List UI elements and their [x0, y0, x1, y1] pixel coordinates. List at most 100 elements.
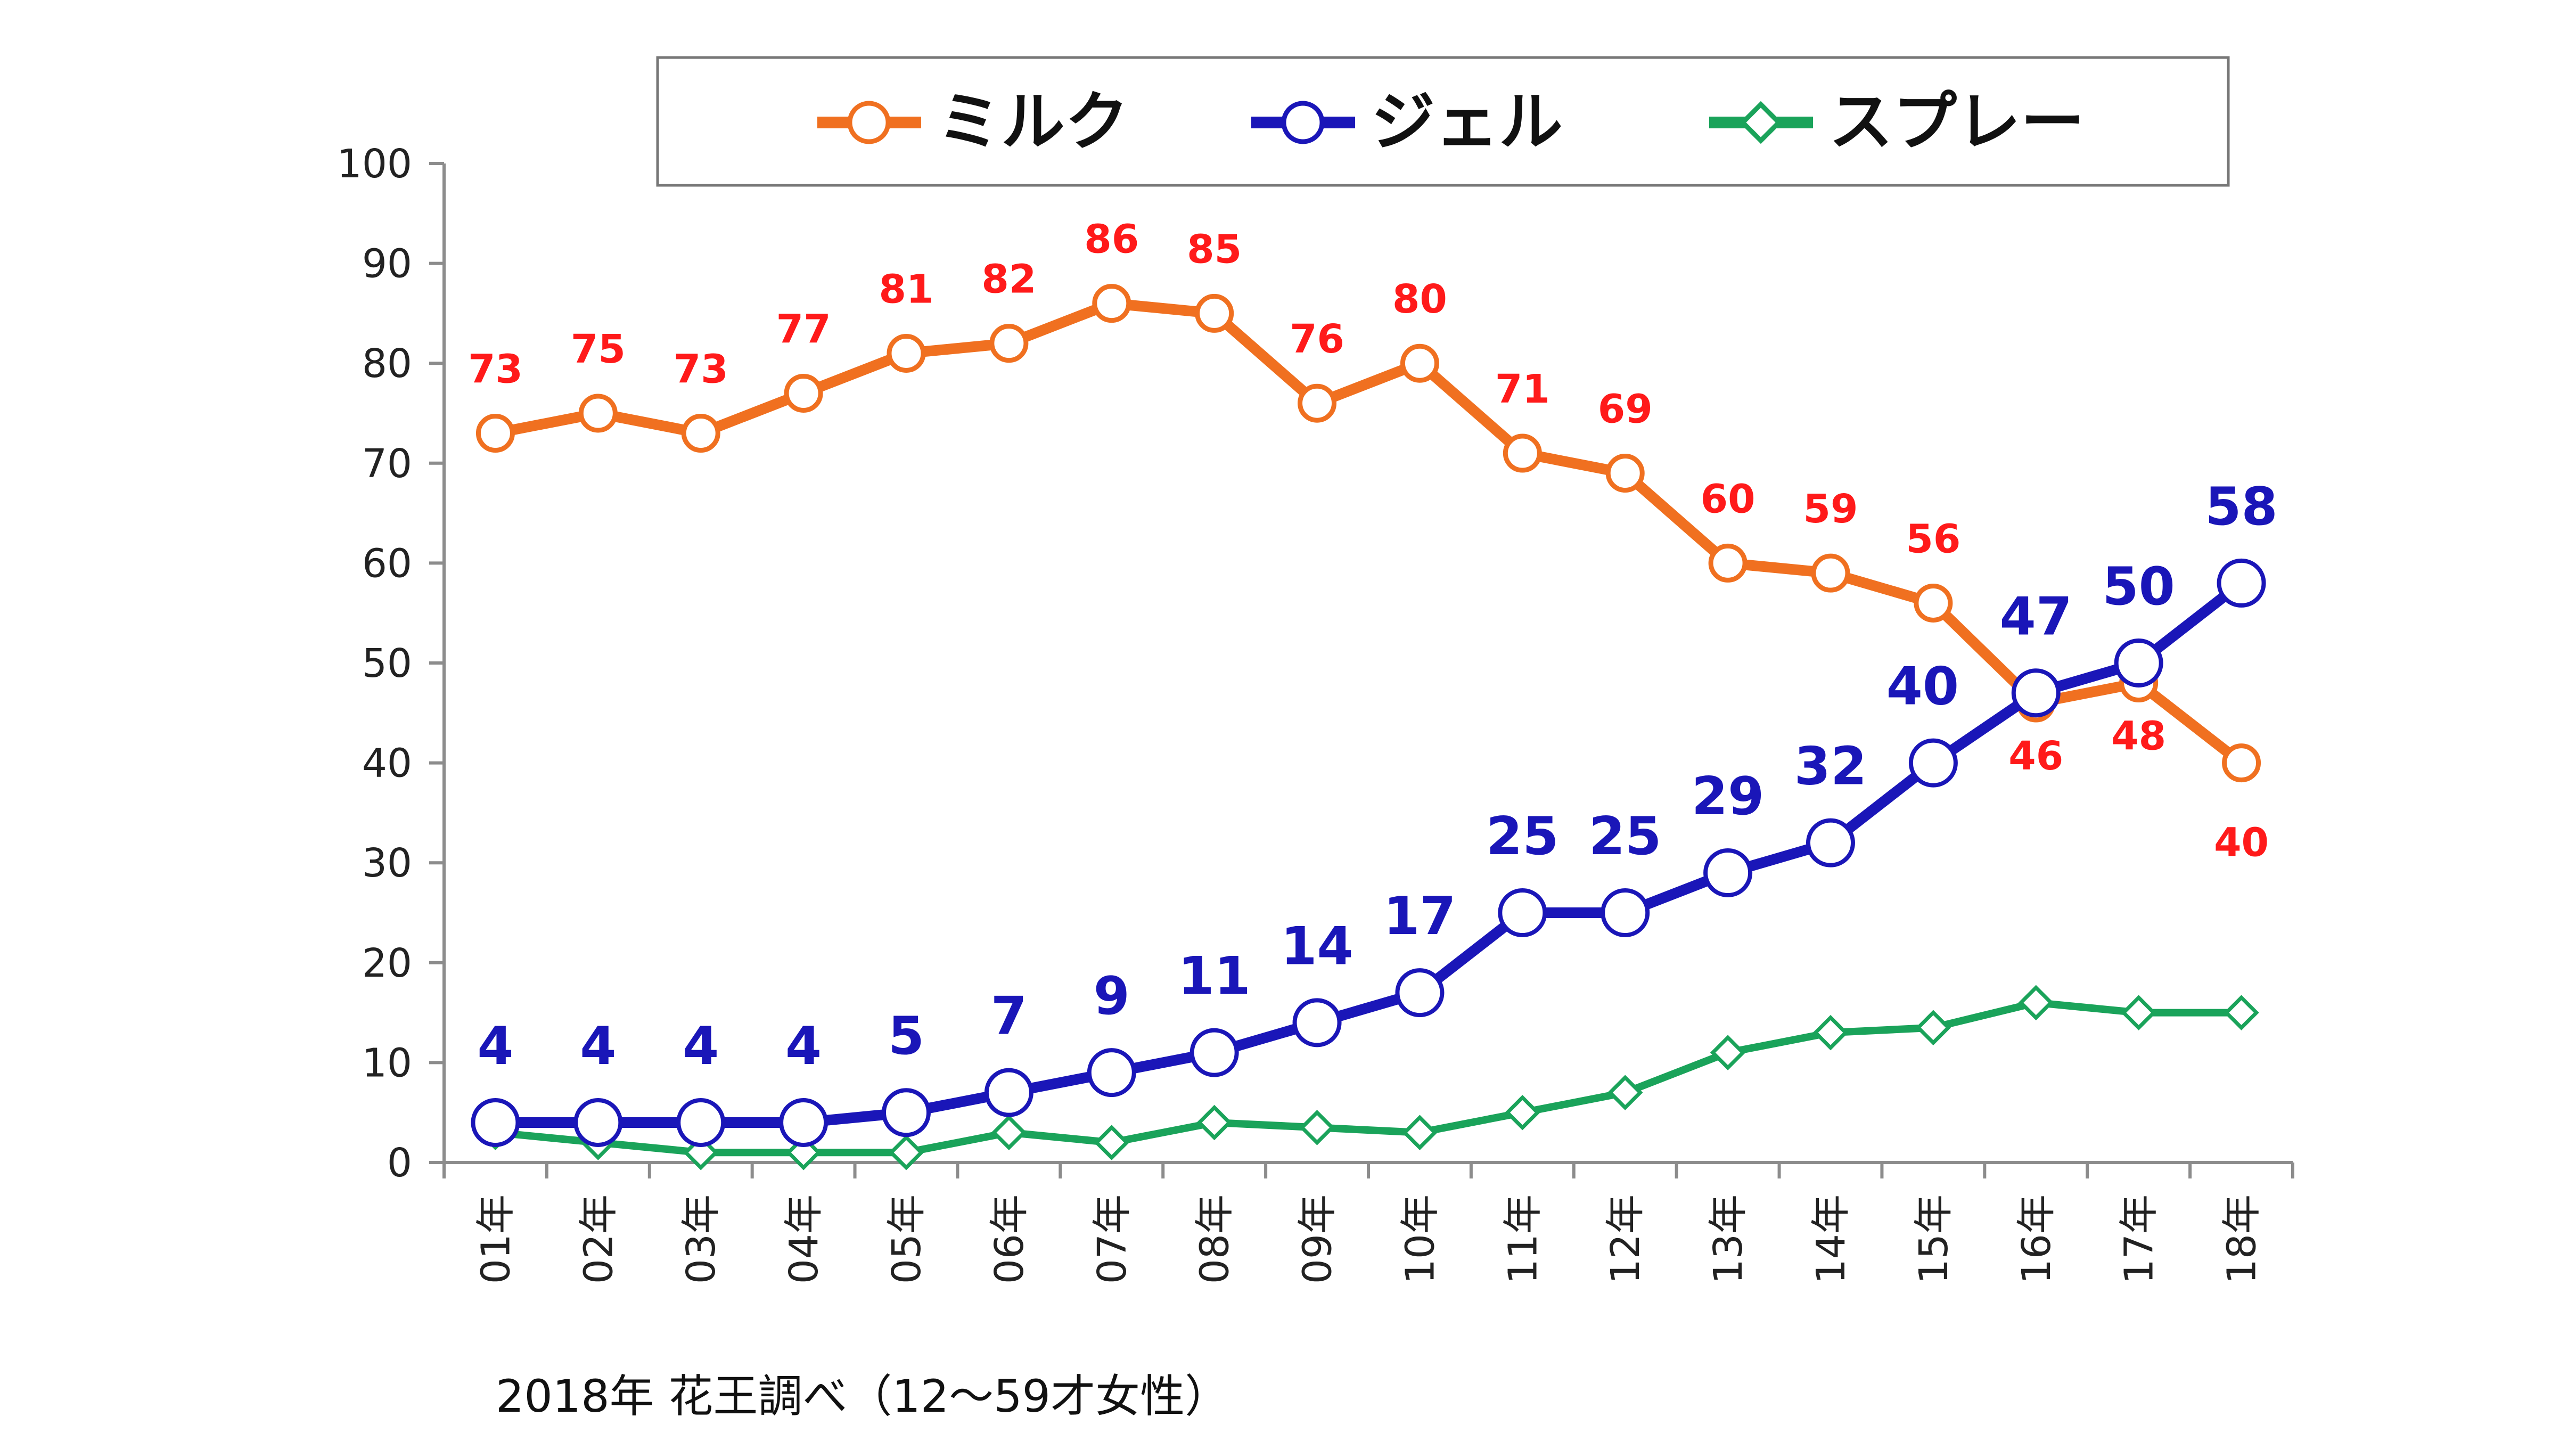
data-label-gel: 40 [1886, 657, 1959, 717]
data-point-gel [779, 1098, 828, 1147]
data-point-milk [784, 373, 823, 413]
series-line-gel [490, 577, 2247, 1128]
legend-item-milk: ミルク [817, 85, 1129, 159]
data-point-spray [888, 1135, 924, 1170]
data-label-milk: 81 [879, 266, 934, 312]
data-point-milk [1605, 454, 1645, 493]
legend-label-milk: ミルク [937, 85, 1129, 159]
data-point-milk [1400, 343, 1439, 383]
x-tick-label: 05年 [884, 1194, 930, 1284]
data-label-gel: 29 [1692, 766, 1764, 827]
data-label-gel: 4 [683, 1016, 719, 1077]
y-tick-label: 60 [362, 541, 412, 586]
data-label-milk: 56 [1906, 516, 1960, 562]
data-point-spray [1299, 1110, 1335, 1145]
data-point-spray [2018, 985, 2054, 1021]
data-label-gel: 11 [1178, 946, 1250, 1007]
x-tick-label: 09年 [1295, 1194, 1341, 1284]
data-label-milk: 48 [2111, 714, 2166, 759]
data-point-gel [1087, 1048, 1136, 1098]
data-label-milk: 76 [1290, 316, 1344, 362]
series-layer [471, 284, 2266, 1170]
data-label-milk: 69 [1598, 387, 1653, 432]
data-point-milk [475, 414, 515, 453]
axes: 0 10 20 30 40 50 60 70 80 90 100 01年 02年 03年 04年 05年 06年… [337, 141, 2294, 1284]
x-tick-label: 13年 [1705, 1194, 1751, 1284]
data-point-spray [1094, 1125, 1130, 1160]
data-label-gel: 32 [1794, 736, 1867, 797]
legend-label-spray: スプレー [1829, 85, 2085, 159]
data-point-gel [984, 1068, 1033, 1117]
data-label-gel: 9 [1094, 966, 1130, 1027]
data-label-gel: 4 [580, 1016, 616, 1077]
data-label-milk: 86 [1084, 217, 1139, 263]
data-point-gel [1498, 888, 1547, 937]
data-point-gel [471, 1098, 520, 1147]
data-label-milk: 77 [776, 306, 831, 352]
data-label-milk: 82 [981, 257, 1036, 302]
legend-marker-gel [1281, 101, 1325, 144]
y-tick-label: 30 [362, 840, 412, 886]
y-tick-label: 80 [362, 341, 412, 387]
x-tick-label: 07年 [1089, 1194, 1135, 1284]
data-point-gel [676, 1098, 726, 1147]
data-point-milk [1708, 543, 1748, 583]
y-tick-label: 0 [387, 1140, 412, 1186]
y-tick-label: 90 [362, 241, 412, 287]
data-point-spray [1607, 1075, 1643, 1110]
data-label-milk: 73 [674, 347, 728, 392]
x-tick-label: 06年 [987, 1194, 1032, 1284]
data-label-gel: 4 [785, 1016, 822, 1077]
data-point-gel [882, 1088, 931, 1137]
series-line-milk [490, 298, 2247, 768]
data-point-gel [1395, 968, 1445, 1018]
series-line-spray [491, 998, 2245, 1157]
data-point-gel [1703, 848, 1753, 897]
data-point-spray [1402, 1115, 1438, 1150]
data-label-gel: 14 [1281, 916, 1353, 977]
y-tick-label: 20 [362, 940, 412, 986]
data-point-spray [1505, 1094, 1540, 1131]
data-label-milk: 46 [2008, 733, 2063, 779]
data-point-milk [1503, 433, 1542, 473]
legend-item-gel: ジェル [1251, 85, 1563, 159]
data-label-gel: 50 [2102, 556, 2175, 617]
data-point-spray [1710, 1035, 1746, 1070]
data-label-gel: 4 [477, 1016, 513, 1077]
data-point-spray [991, 1115, 1027, 1150]
data-point-spray [2121, 995, 2156, 1030]
data-label-gel: 5 [888, 1006, 924, 1067]
data-label-milk: 59 [1803, 486, 1858, 532]
data-label-gel: 25 [1589, 806, 1661, 867]
data-point-gel [1908, 738, 1958, 788]
data-label-gel: 17 [1383, 886, 1456, 947]
x-tick-label: 03年 [678, 1194, 724, 1284]
data-point-milk [1914, 583, 1953, 623]
x-tick-label: 18年 [2219, 1194, 2265, 1284]
data-point-spray [1915, 1010, 1951, 1045]
data-point-milk [1811, 553, 1850, 593]
data-point-gel [1292, 998, 1342, 1047]
x-tick-label: 08年 [1192, 1194, 1238, 1284]
data-point-gel [2114, 638, 2163, 687]
data-label-milk: 80 [1392, 276, 1447, 322]
x-tick-label: 16年 [2014, 1194, 2060, 1284]
legend: ミルク ジェル スプレー [656, 56, 2230, 187]
data-point-gel [2217, 558, 2266, 608]
data-point-spray [1196, 1104, 1232, 1141]
data-point-gel [1189, 1028, 1239, 1077]
y-tick-label: 10 [362, 1040, 412, 1086]
x-tick-label: 01年 [473, 1194, 519, 1284]
data-label-gel: 47 [2000, 586, 2072, 647]
y-tick-label: 40 [362, 741, 412, 787]
data-label-milk: 73 [468, 347, 523, 392]
data-point-milk [1092, 284, 1131, 323]
x-tick-label: 14年 [1808, 1194, 1854, 1284]
data-label-milk: 60 [1701, 476, 1755, 522]
x-tick-label: 02年 [576, 1194, 621, 1284]
x-tick-label: 15年 [1911, 1194, 1957, 1284]
source-note: 2018年 花王調べ（12～59才女性） [495, 1370, 1230, 1422]
data-label-gel: 7 [991, 986, 1027, 1047]
